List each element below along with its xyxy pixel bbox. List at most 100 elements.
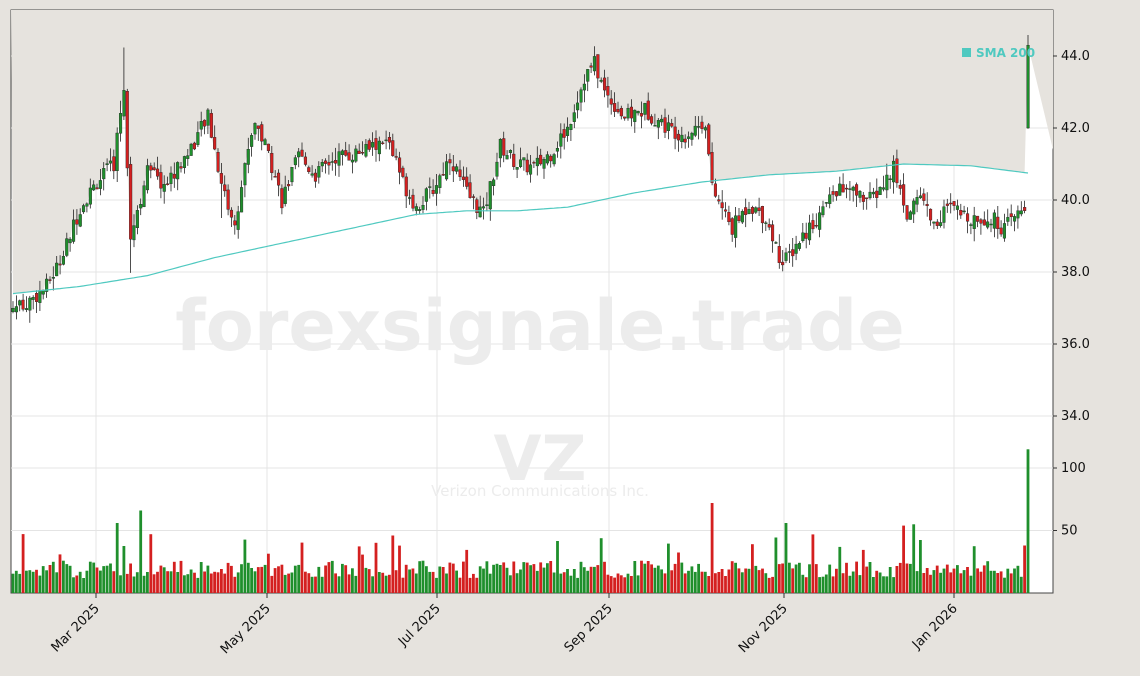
candle (266, 143, 271, 153)
candle-body (992, 212, 996, 229)
candle-body (666, 122, 670, 131)
candle-body (986, 221, 990, 228)
candle (256, 125, 260, 141)
candle (801, 223, 805, 243)
x-tick-label: May 2025 (218, 601, 274, 657)
candle (1006, 208, 1010, 226)
candle-body (945, 203, 949, 206)
volume-bar (966, 567, 969, 593)
candle (603, 69, 607, 98)
volume-bar (186, 574, 190, 593)
candle-body (233, 220, 237, 226)
candle (885, 163, 889, 199)
candle-body (834, 191, 838, 197)
volume-bar (435, 577, 438, 593)
y-tick-label: 36.0 (1061, 337, 1090, 352)
volume-bar (683, 573, 687, 593)
candle-body (764, 222, 768, 224)
volume-bar (929, 574, 932, 593)
candle (690, 131, 694, 146)
volume-bar (653, 567, 657, 593)
volume-bar (75, 575, 79, 593)
candle (277, 169, 281, 197)
candle-body (925, 204, 929, 207)
candle (273, 170, 277, 178)
candle-body (932, 221, 936, 224)
candle (196, 121, 200, 147)
candle (502, 131, 506, 163)
volume-bar (11, 573, 15, 593)
candle (986, 209, 990, 230)
candle-body (717, 199, 721, 202)
candle (492, 177, 496, 196)
volume-bar (546, 563, 549, 593)
candle (145, 158, 150, 194)
volume-bar (949, 572, 953, 593)
volume-bar (824, 574, 828, 593)
candle (431, 179, 435, 197)
volume-bar (804, 577, 808, 593)
volume-bar (922, 573, 926, 593)
watermark-site: forexsignale.trade (175, 285, 904, 367)
volume-bar (898, 562, 902, 593)
candle-body (814, 224, 818, 227)
candle (21, 293, 25, 312)
candle (1002, 213, 1006, 242)
candle (226, 184, 230, 216)
volume-bar (942, 568, 946, 593)
candle-body (371, 142, 375, 148)
candle (108, 148, 112, 172)
volume-bar (418, 561, 422, 593)
candle (569, 123, 573, 141)
candle (740, 209, 744, 224)
candle-body (317, 166, 321, 178)
candle (105, 158, 109, 172)
candle-body (320, 161, 324, 167)
volume-bar (99, 570, 102, 593)
volume-bar (172, 561, 176, 593)
volume-bar (630, 576, 633, 593)
candle-body (576, 102, 580, 111)
volume-tick-label: 100 (1061, 461, 1086, 476)
candle (58, 255, 62, 275)
candle (606, 76, 610, 108)
candle (747, 201, 751, 215)
candle-body (660, 118, 664, 123)
candle-body (176, 162, 180, 180)
candle-body (458, 169, 462, 177)
candle-body (202, 119, 207, 127)
candle-body (155, 168, 160, 177)
candle-body (586, 69, 590, 82)
volume-tick-label: 50 (1061, 524, 1078, 539)
candle (633, 109, 637, 133)
candle-body (972, 215, 976, 229)
candle-body (11, 308, 15, 313)
candle (1009, 204, 1013, 227)
candle-body (48, 279, 52, 281)
candle-body (21, 299, 25, 310)
candle-body (808, 222, 812, 241)
candle-body (939, 222, 943, 226)
candle (88, 178, 92, 209)
candle (512, 143, 516, 170)
candle (270, 146, 274, 181)
volume-bar (468, 577, 472, 593)
candle-body (424, 188, 428, 202)
candle-body (88, 187, 92, 205)
volume-bar (25, 570, 28, 593)
volume-bar (314, 576, 317, 593)
candle-body (952, 201, 956, 206)
candle (176, 161, 180, 191)
candle (320, 159, 324, 173)
volume-bar (109, 563, 112, 593)
candle-body (68, 238, 72, 244)
candle-body (774, 242, 778, 244)
volume-bar (381, 572, 385, 593)
watermark-ticker: VZ (494, 422, 587, 495)
candle (871, 187, 875, 198)
candle (767, 218, 771, 231)
volume-bar (166, 571, 169, 593)
candle-body (871, 191, 875, 195)
candle (199, 111, 203, 137)
